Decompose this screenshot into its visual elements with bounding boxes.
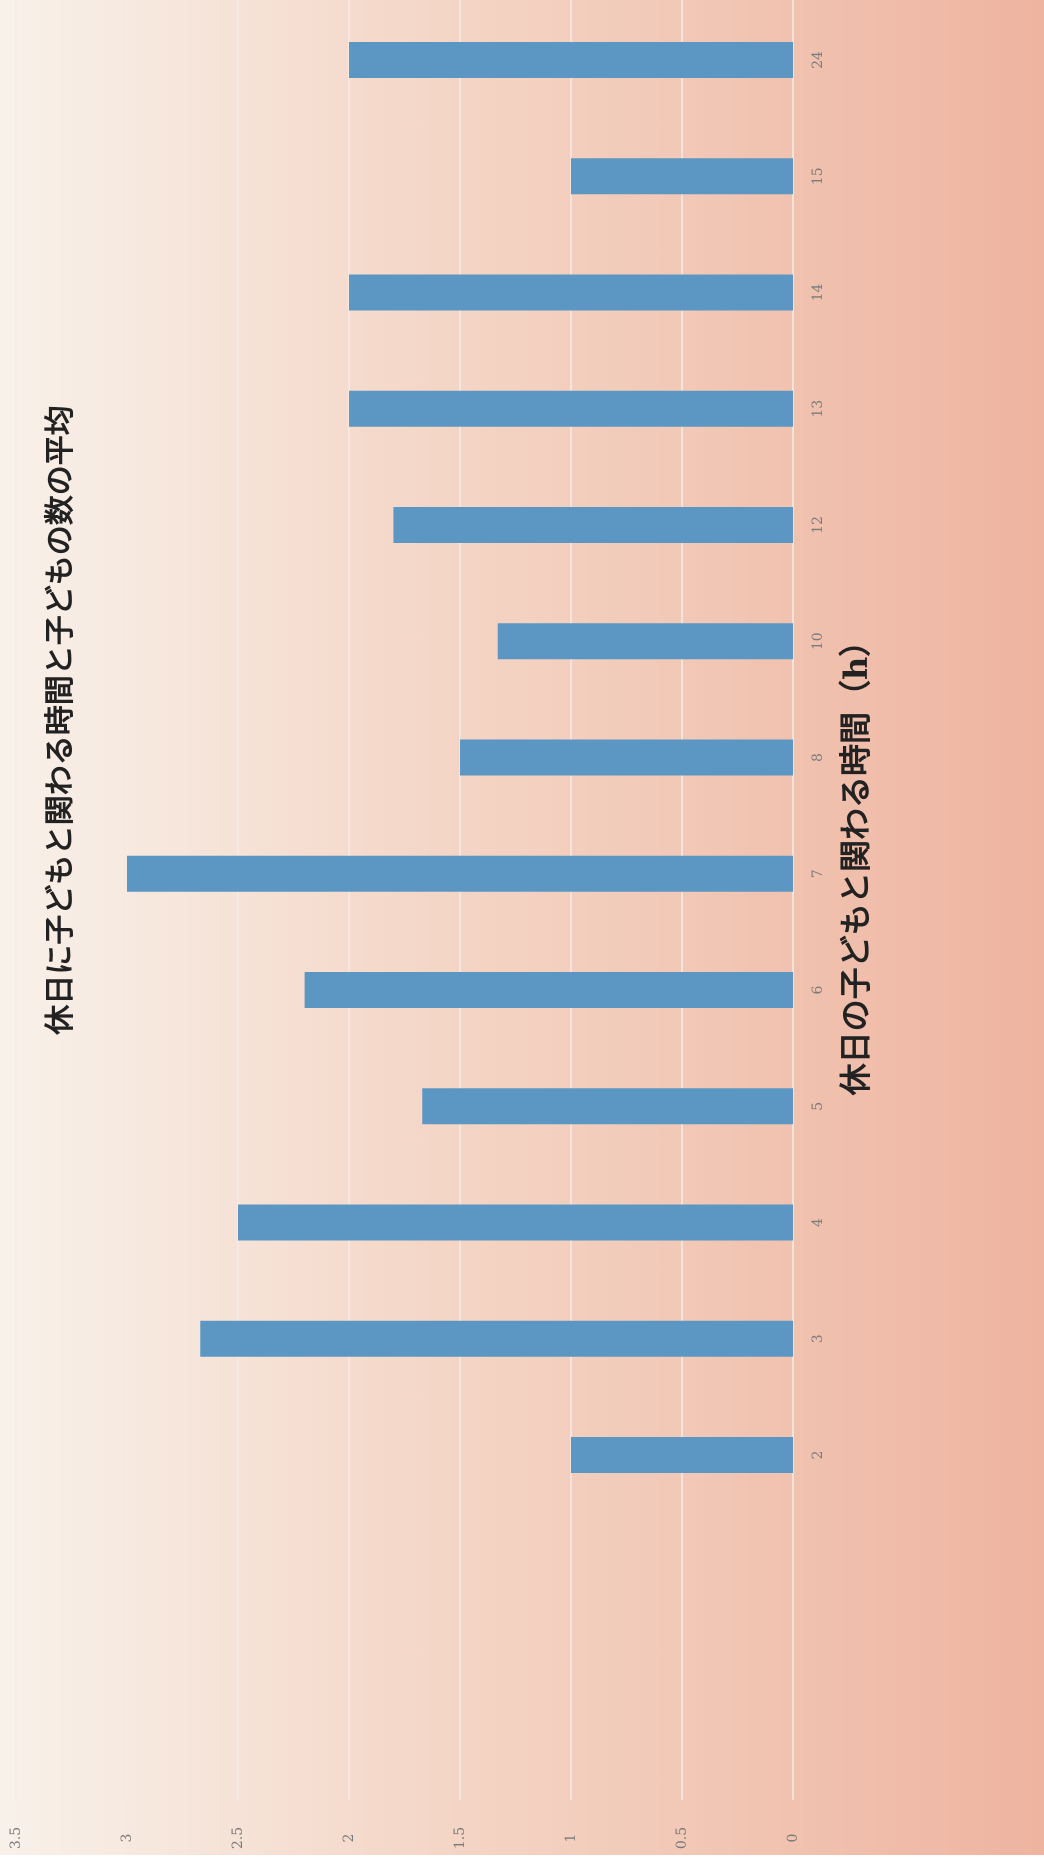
x-tick-label: 5 xyxy=(810,1102,826,1111)
bar xyxy=(460,739,793,776)
bar xyxy=(497,623,793,660)
bar xyxy=(349,42,793,78)
y-tick-label: 0 xyxy=(785,1834,801,1843)
x-tick-label: 4 xyxy=(810,1218,826,1227)
bar xyxy=(393,507,793,543)
y-tick-label: 1.5 xyxy=(452,1827,468,1849)
bar xyxy=(200,1320,793,1357)
y-tick-label: 1 xyxy=(563,1834,579,1843)
bar xyxy=(304,972,793,1008)
x-tick-label: 2 xyxy=(810,1451,826,1460)
x-tick-label: 10 xyxy=(810,632,826,650)
y-tick-label: 2.5 xyxy=(230,1827,246,1849)
bar xyxy=(127,855,793,892)
y-tick-label: 3 xyxy=(119,1834,135,1843)
x-tick-label: 15 xyxy=(810,167,826,185)
x-tick-label: 12 xyxy=(810,516,826,534)
x-tick-label: 14 xyxy=(810,284,826,302)
bar xyxy=(422,1088,793,1125)
x-tick-label: 7 xyxy=(810,869,826,878)
x-axis-label: 休日の子どもと関わる時間（h） xyxy=(837,625,875,1097)
x-tick-label: 13 xyxy=(810,400,826,418)
bar xyxy=(349,274,793,311)
x-tick-label: 8 xyxy=(810,753,826,762)
y-tick-label: 2 xyxy=(341,1834,357,1843)
bar xyxy=(571,1437,793,1473)
y-tick-label: 0.5 xyxy=(674,1827,690,1849)
y-tick-label: 3.5 xyxy=(8,1827,24,1849)
x-tick-label: 3 xyxy=(810,1334,826,1343)
chart-title: 休日に子どもと関わる時間と子どもの数の平均 xyxy=(43,405,78,1035)
bar xyxy=(571,158,793,195)
plot: 休日に子どもと関わる時間と子どもの数の平均 休日の子どもと関わる時間（h） 0 0… xyxy=(8,0,875,1849)
bar xyxy=(238,1204,793,1241)
x-tick-label: 6 xyxy=(810,985,826,994)
x-tick-label: 24 xyxy=(810,51,826,69)
bar xyxy=(349,390,793,427)
